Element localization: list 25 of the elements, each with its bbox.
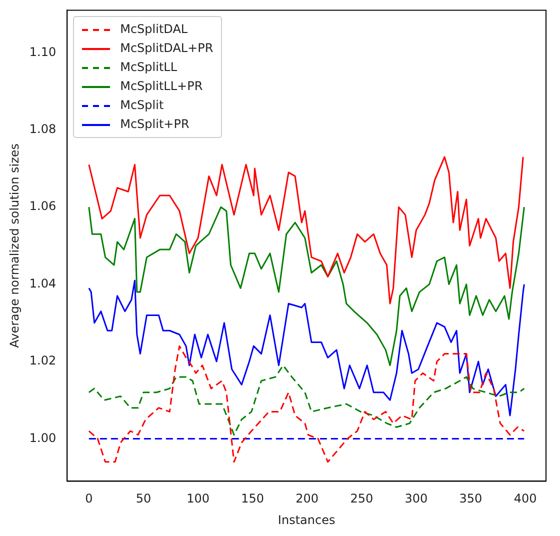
x-tick-label: 200 bbox=[296, 492, 319, 506]
y-tick-label: 1.10 bbox=[29, 44, 56, 59]
x-axis-title: Instances bbox=[278, 512, 336, 527]
legend-label: McSplitLL bbox=[120, 60, 178, 74]
legend-label: McSplitDAL+PR bbox=[120, 41, 214, 56]
y-tick-label: 1.06 bbox=[29, 199, 56, 214]
x-tick-label: 400 bbox=[514, 492, 537, 506]
x-tick-label: 250 bbox=[350, 492, 374, 506]
legend-label: McSplitLL+PR bbox=[120, 79, 203, 94]
x-tick-label: 100 bbox=[186, 492, 210, 506]
y-tick-label: 1.00 bbox=[29, 430, 56, 445]
y-tick-label: 1.08 bbox=[29, 122, 56, 136]
x-tick-label: 150 bbox=[241, 492, 264, 506]
line-series bbox=[88, 364, 525, 436]
x-tick-label: 50 bbox=[136, 492, 152, 506]
y-axis-title: Average normalized solution sizes bbox=[7, 143, 22, 348]
legend-label: McSplit bbox=[120, 98, 164, 112]
legend-label: McSplit+PR bbox=[120, 117, 190, 132]
line-series bbox=[88, 345, 525, 463]
x-tick-label: 300 bbox=[404, 492, 428, 506]
x-tick-label: 350 bbox=[459, 492, 482, 506]
y-tick-label: 1.02 bbox=[29, 354, 56, 368]
y-tick-label: 1.04 bbox=[29, 276, 56, 290]
x-tick-label: 0 bbox=[85, 492, 93, 506]
legend-label: McSplitDAL bbox=[120, 22, 188, 36]
